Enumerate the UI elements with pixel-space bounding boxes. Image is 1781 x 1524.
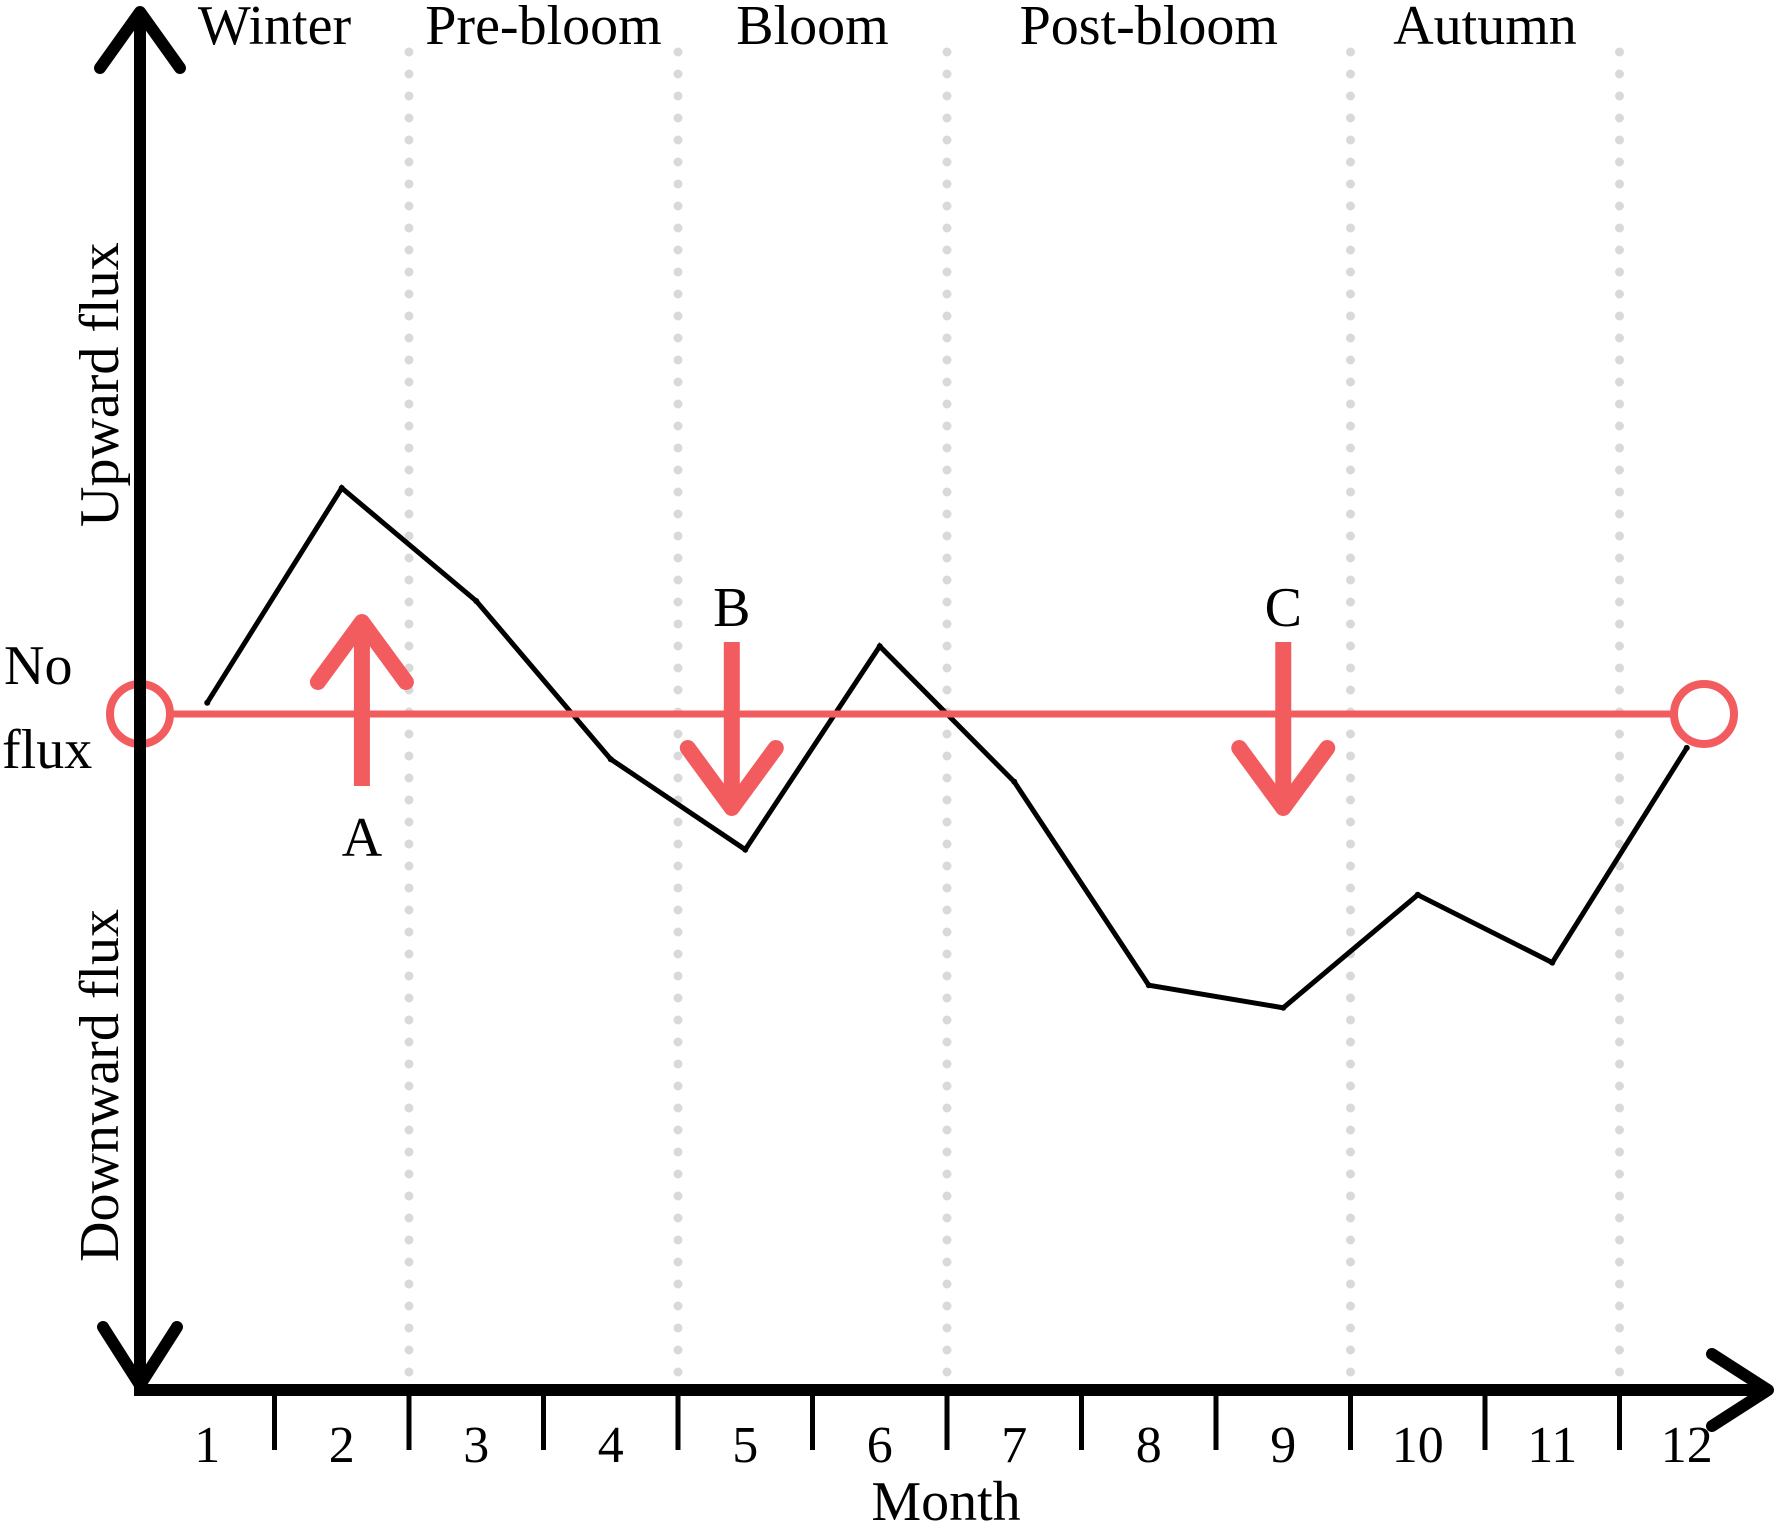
x-tick-label: 12 — [1661, 1417, 1713, 1474]
data-point — [1683, 744, 1690, 751]
x-tick-label: 10 — [1392, 1417, 1444, 1474]
data-point — [1145, 982, 1152, 989]
x-tick-label: 9 — [1270, 1417, 1296, 1474]
annotation-a: A — [309, 614, 414, 869]
annotation-b: B — [679, 577, 784, 816]
zero-label-line1: No — [4, 635, 72, 697]
data-point — [338, 485, 345, 491]
y-axis-label-upper: Upward flux — [69, 242, 131, 527]
annotation-c: C — [1231, 577, 1336, 816]
x-tick-label: 7 — [1001, 1417, 1027, 1474]
data-point — [1011, 778, 1018, 785]
x-tick-label: 6 — [867, 1417, 893, 1474]
zero-line-end-circle-icon — [1670, 680, 1738, 748]
data-point — [1549, 959, 1556, 966]
data-point — [473, 598, 480, 604]
arrow-down-icon — [1231, 740, 1336, 816]
data-point — [876, 643, 883, 650]
x-ticks: 1 2 3 4 5 6 7 8 9 10 11 12 — [194, 1394, 1713, 1474]
y-axis-arrow-up-icon — [94, 6, 186, 74]
annotations: A B C — [309, 577, 1336, 869]
x-tick-label: 4 — [598, 1417, 624, 1474]
x-axis: 1 2 3 4 5 6 7 8 9 10 11 12 — [134, 1348, 1774, 1474]
data-point — [204, 699, 211, 706]
season-label: Post-bloom — [1020, 0, 1278, 57]
season-label: Bloom — [736, 0, 888, 57]
x-tick-label: 11 — [1527, 1417, 1577, 1474]
x-axis-arrow-icon — [1706, 1348, 1774, 1432]
x-tick-label: 5 — [732, 1417, 758, 1474]
x-tick-label: 2 — [329, 1417, 355, 1474]
zero-label-line2: flux — [2, 719, 92, 781]
data-point — [607, 756, 614, 763]
y-axis-label-lower: Downward flux — [69, 909, 131, 1262]
annotation-label: B — [713, 577, 750, 639]
arrow-up-icon — [309, 614, 414, 690]
data-point — [1280, 1004, 1287, 1011]
data-point — [1414, 891, 1421, 898]
season-boundaries — [404, 47, 1624, 1389]
x-tick-label: 3 — [463, 1417, 489, 1474]
season-label: Winter — [198, 0, 352, 57]
x-tick-label: 1 — [194, 1417, 220, 1474]
x-tick-label: 8 — [1136, 1417, 1162, 1474]
season-label: Pre-bloom — [425, 0, 661, 57]
arrow-down-icon — [679, 740, 784, 816]
annotation-label: A — [342, 807, 383, 869]
zero-flux-line-group — [106, 680, 1738, 748]
x-axis-label: Month — [871, 1471, 1020, 1524]
season-labels: Winter Pre-bloom Bloom Post-bloom Autumn — [198, 0, 1577, 57]
annotation-label: C — [1265, 577, 1302, 639]
data-point — [742, 846, 749, 853]
season-label: Autumn — [1393, 0, 1577, 57]
